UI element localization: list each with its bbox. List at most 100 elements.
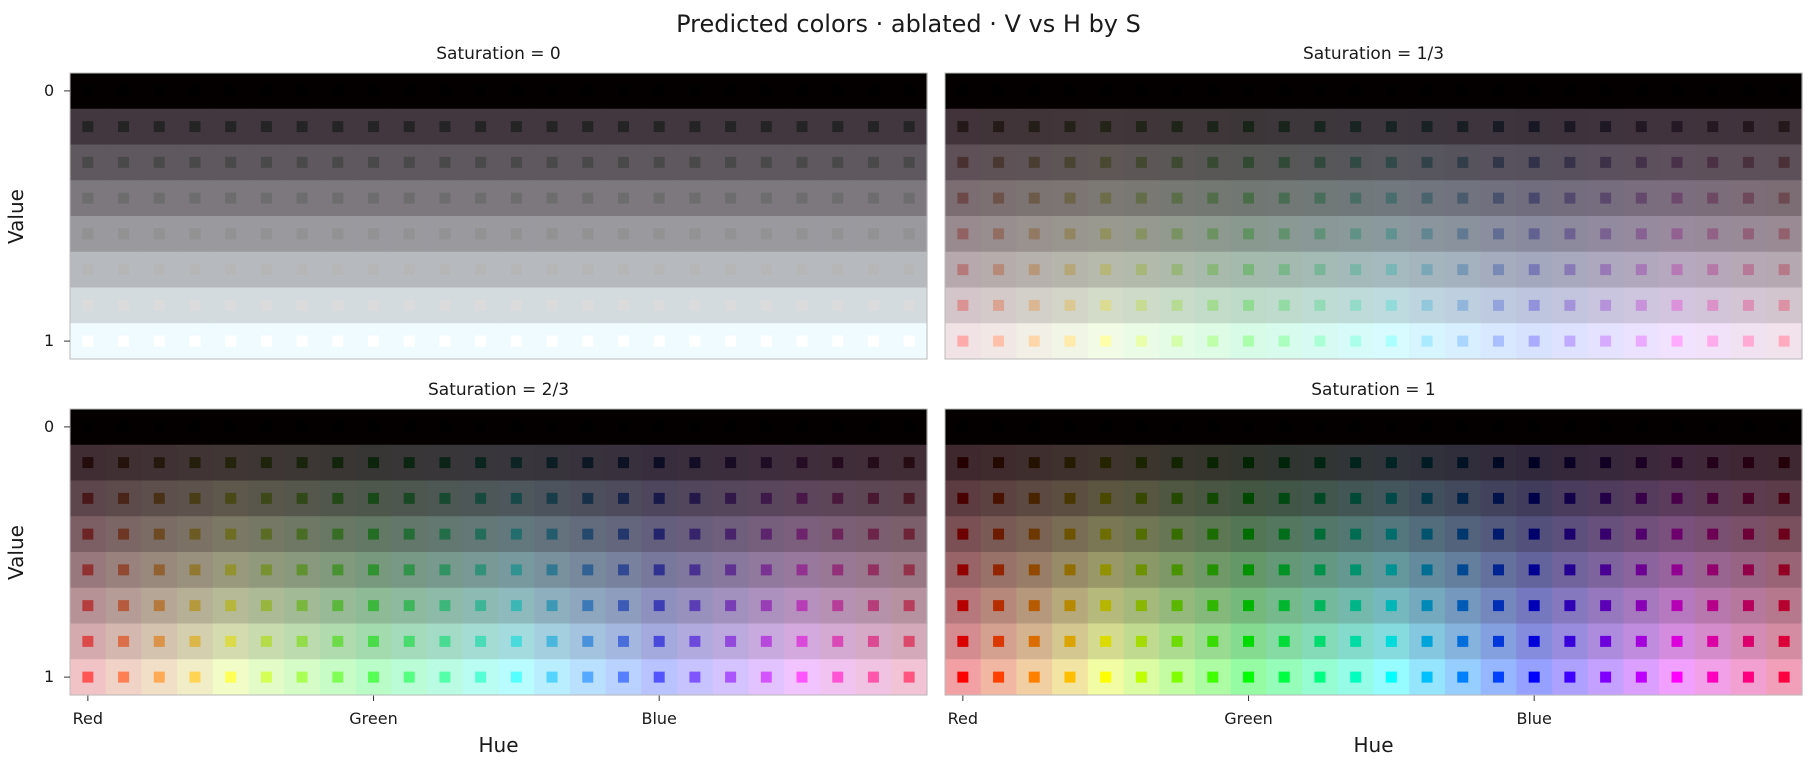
y-tick-0: 0 (44, 80, 55, 100)
true-color-marker (1135, 85, 1147, 97)
true-color-marker (796, 457, 808, 469)
true-color-marker (1028, 192, 1040, 204)
true-color-marker (546, 492, 558, 504)
true-color-marker (1385, 85, 1397, 97)
true-color-marker (1064, 528, 1076, 540)
true-color-marker (546, 299, 558, 311)
x-tick-green: Green (349, 709, 398, 728)
true-color-marker (957, 121, 969, 133)
true-color-marker (296, 85, 308, 97)
true-color-marker (760, 299, 772, 311)
true-color-marker (510, 528, 522, 540)
true-color-marker (689, 156, 701, 168)
true-color-marker (475, 635, 487, 647)
true-color-marker (1064, 121, 1076, 133)
true-color-marker (653, 156, 665, 168)
true-color-marker (1457, 528, 1469, 540)
true-color-marker (1314, 635, 1326, 647)
true-color-marker (725, 85, 737, 97)
true-color-marker (153, 564, 165, 576)
true-color-marker (1742, 600, 1754, 612)
true-color-marker (1600, 457, 1612, 469)
true-color-marker (582, 121, 594, 133)
true-color-marker (1350, 528, 1362, 540)
true-color-marker (1207, 85, 1219, 97)
true-color-marker (1100, 635, 1112, 647)
true-color-marker (832, 457, 844, 469)
true-color-marker (689, 564, 701, 576)
true-color-marker (1421, 335, 1433, 347)
true-color-marker (1207, 192, 1219, 204)
y-tick-1: 1 (44, 667, 55, 687)
true-color-marker (1171, 228, 1183, 240)
true-color-marker (510, 492, 522, 504)
true-color-marker (689, 600, 701, 612)
true-color-marker (725, 635, 737, 647)
true-color-marker (1778, 564, 1790, 576)
true-color-marker (796, 671, 808, 683)
true-color-marker (189, 492, 201, 504)
true-color-marker (296, 228, 308, 240)
true-color-marker (1243, 156, 1255, 168)
true-color-marker (617, 192, 629, 204)
true-color-marker (332, 228, 344, 240)
true-color-marker (957, 156, 969, 168)
true-color-marker (1671, 335, 1683, 347)
true-color-marker (510, 635, 522, 647)
true-color-marker (957, 635, 969, 647)
true-color-marker (867, 457, 879, 469)
true-color-marker (993, 335, 1005, 347)
true-color-marker (1635, 564, 1647, 576)
true-color-marker (1778, 492, 1790, 504)
true-color-marker (1600, 299, 1612, 311)
true-color-marker (546, 600, 558, 612)
true-color-marker (189, 671, 201, 683)
true-color-marker (1671, 421, 1683, 433)
true-color-marker (1742, 192, 1754, 204)
true-color-marker (1314, 671, 1326, 683)
true-color-marker (1671, 192, 1683, 204)
true-color-marker (1171, 335, 1183, 347)
true-color-marker (1314, 228, 1326, 240)
true-color-marker (1421, 192, 1433, 204)
true-color-marker (546, 421, 558, 433)
true-color-marker (439, 671, 451, 683)
true-color-marker (653, 85, 665, 97)
heatmap-panel (69, 408, 928, 696)
true-color-marker (1207, 156, 1219, 168)
true-color-marker (1278, 335, 1290, 347)
true-color-marker (1528, 85, 1540, 97)
true-color-marker (725, 335, 737, 347)
true-color-marker (546, 264, 558, 276)
true-color-marker (1385, 121, 1397, 133)
true-color-marker (1528, 457, 1540, 469)
true-color-marker (546, 228, 558, 240)
true-color-marker (1171, 635, 1183, 647)
true-color-marker (1600, 264, 1612, 276)
true-color-marker (1492, 85, 1504, 97)
true-color-marker (1314, 492, 1326, 504)
true-color-marker (617, 671, 629, 683)
true-color-marker (1385, 156, 1397, 168)
true-color-marker (225, 457, 237, 469)
true-color-marker (993, 457, 1005, 469)
true-color-marker (189, 192, 201, 204)
true-color-marker (689, 421, 701, 433)
true-color-marker (1492, 121, 1504, 133)
true-color-marker (1064, 156, 1076, 168)
true-color-marker (1278, 492, 1290, 504)
true-color-marker (617, 492, 629, 504)
true-color-marker (403, 192, 415, 204)
true-color-marker (1207, 299, 1219, 311)
true-color-marker (582, 85, 594, 97)
true-color-marker (1457, 264, 1469, 276)
true-color-marker (82, 457, 94, 469)
true-color-marker (82, 121, 94, 133)
true-color-marker (1171, 564, 1183, 576)
true-color-marker (993, 192, 1005, 204)
true-color-marker (1671, 528, 1683, 540)
true-color-marker (260, 121, 272, 133)
true-color-marker (617, 299, 629, 311)
true-color-marker (118, 228, 130, 240)
true-color-marker (1778, 192, 1790, 204)
